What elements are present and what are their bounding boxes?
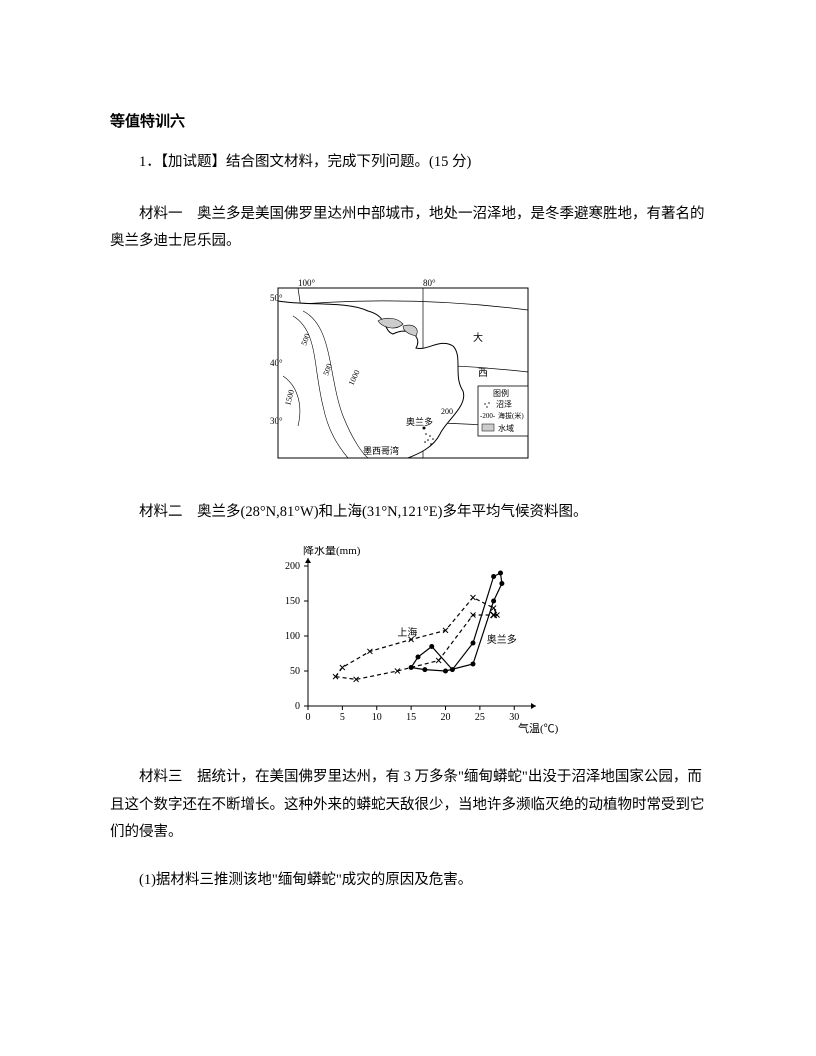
lon-label-1: 80° xyxy=(423,278,436,288)
svg-text:15: 15 xyxy=(406,712,416,723)
chart-figure: 0 50 100 150 200 0 5 10 15 20 25 30 降水量(mm) 气温(℃) 上海奥兰… xyxy=(110,546,706,736)
section-title: 等值特训六 xyxy=(110,110,706,131)
svg-text:上海: 上海 xyxy=(397,626,417,639)
city-label: 奥兰多 xyxy=(406,416,433,427)
ocean-2: 西 xyxy=(478,368,488,379)
question-intro: 1．【加试题】结合图文材料，完成下列问题。(15 分) xyxy=(110,149,706,177)
svg-text:200: 200 xyxy=(285,561,300,572)
climate-chart: 0 50 100 150 200 0 5 10 15 20 25 30 降水量(mm) 气温(℃) 上海奥兰… xyxy=(258,546,558,736)
legend-elev: 海拔(米) xyxy=(498,411,524,420)
svg-text:降水量(mm): 降水量(mm) xyxy=(303,546,361,557)
svg-text:25: 25 xyxy=(475,712,485,723)
gulf-label: 墨西哥湾 xyxy=(363,445,399,456)
map-figure: 100° 80° 50° 40° 30° 500 500 1000 1500 2… xyxy=(110,276,706,471)
contour-200: 200 xyxy=(441,407,453,416)
svg-text:150: 150 xyxy=(285,596,300,607)
svg-text:100: 100 xyxy=(285,631,300,642)
lon-label-0: 100° xyxy=(298,278,316,288)
lat-label-0: 50° xyxy=(270,293,283,303)
legend-title: 图例 xyxy=(493,388,509,398)
svg-text:奥兰多: 奥兰多 xyxy=(487,633,517,646)
svg-text:30: 30 xyxy=(509,712,519,723)
svg-text:5: 5 xyxy=(340,712,345,723)
svg-text:气温(℃): 气温(℃) xyxy=(518,721,558,735)
sub-question-1: (1)据材料三推测该地"缅甸蟒蛇"成灾的原因及危害。 xyxy=(110,867,706,895)
svg-text:10: 10 xyxy=(372,712,382,723)
svg-text:20: 20 xyxy=(441,712,451,723)
material-1: 材料一 奥兰多是美国佛罗里达州中部城市，地处一沼泽地，是冬季避寒胜地，有著名的奥… xyxy=(110,201,706,256)
legend-water: 水域 xyxy=(498,423,514,433)
material-2: 材料二 奥兰多(28°N,81°W)和上海(31°N,121°E)多年平均气候资… xyxy=(110,499,706,527)
svg-text:0: 0 xyxy=(295,701,300,712)
material-3: 材料三 据统计，在美国佛罗里达州，有 3 万多条"缅甸蟒蛇"出没于沼泽地国家公园… xyxy=(110,764,706,847)
lat-label-2: 30° xyxy=(270,416,283,426)
legend-elev-val: -200- xyxy=(480,412,496,420)
legend-swamp: 沼泽 xyxy=(496,400,512,409)
map-svg: 100° 80° 50° 40° 30° 500 500 1000 1500 2… xyxy=(268,276,548,471)
svg-text:0: 0 xyxy=(306,712,311,723)
lat-label-1: 40° xyxy=(270,358,283,368)
ocean-1: 大 xyxy=(473,331,483,344)
svg-text:50: 50 xyxy=(290,666,300,677)
